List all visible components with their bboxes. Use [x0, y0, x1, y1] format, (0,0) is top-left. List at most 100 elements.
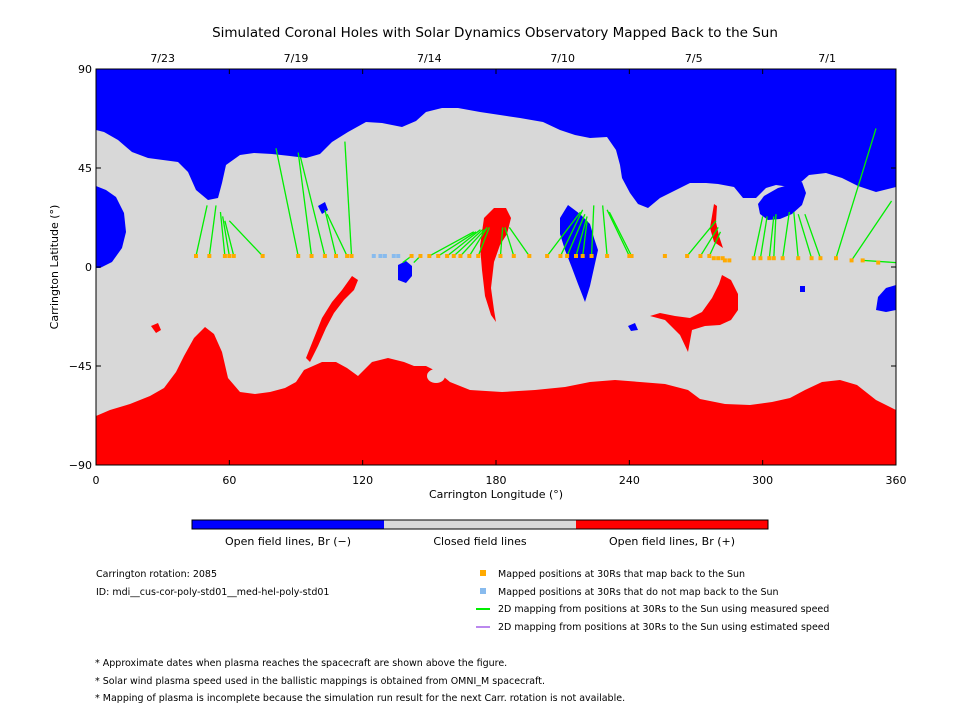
mapped-position-marker [796, 256, 801, 261]
mapped-position-marker [834, 256, 838, 261]
top-date-label: 7/19 [284, 52, 309, 65]
mapped-position-marker [629, 254, 634, 258]
mapped-position-marker [605, 254, 610, 258]
mapped-position-marker [767, 256, 772, 261]
mapped-position-marker [722, 258, 727, 263]
footnote-dates: * Approximate dates when plasma reaches … [95, 658, 508, 669]
mapping-line [582, 220, 588, 257]
legend-label-estimated: 2D mapping from positions at 30Rs to the… [498, 622, 830, 633]
top-date-label: 7/23 [150, 52, 175, 65]
mapping-line [499, 227, 504, 257]
colorbar-label-closed: Closed field lines [433, 535, 527, 548]
mapping-line [459, 229, 486, 257]
mapping-line [804, 213, 822, 259]
mapped-position-marker [527, 254, 532, 258]
mapping-line [228, 220, 264, 257]
coronal-hole-extension-left-limb [151, 323, 161, 333]
mapped-position-marker [685, 254, 690, 258]
mapped-position-marker [231, 254, 236, 258]
mapping-line [299, 156, 326, 257]
mapping-line [297, 152, 313, 257]
mapping-line [608, 211, 633, 257]
unmapped-position-marker [396, 254, 401, 258]
mapped-position-marker [627, 254, 632, 258]
x-axis-label: Carrington Longitude (°) [429, 488, 563, 501]
mapping-line [793, 211, 799, 259]
top-date-labels: 7/23 7/19 7/14 7/10 7/5 7/1 [150, 52, 836, 65]
mapping-line [606, 209, 630, 257]
x-tick-label: 60 [222, 474, 236, 487]
mapping-line [429, 231, 475, 257]
mapped-position-marker [580, 254, 585, 258]
mapping-line [590, 205, 595, 257]
mapped-position-marker [727, 258, 732, 263]
mapped-position-marker [451, 254, 456, 258]
mapped-position-marker [716, 256, 721, 261]
mapped-position-marker [849, 258, 854, 263]
mapping-line [768, 216, 775, 259]
colorbar-frame [191, 519, 769, 530]
colorbar-label-positive: Open field lines, Br (+) [609, 535, 735, 548]
mapping-line [753, 216, 764, 259]
closed-field-island-south [427, 369, 445, 383]
top-date-label: 7/1 [818, 52, 836, 65]
unmapped-position-marker [378, 254, 383, 258]
mapped-position-marker [349, 254, 354, 258]
mapping-line [686, 220, 717, 257]
mapping-line [324, 209, 337, 257]
mapping-line [835, 128, 877, 259]
mapping-line [546, 211, 581, 257]
mapped-position-marker [698, 254, 703, 258]
mapped-position-marker [207, 254, 212, 258]
y-tick-label: 90 [78, 63, 92, 76]
simulation-id-label: ID: mdi__cus-cor-poly-std01__med-hel-pol… [96, 587, 329, 598]
mapped-position-marker [876, 260, 881, 265]
mapping-line [559, 209, 584, 257]
mapping-line [699, 227, 719, 257]
mapped-position-marker [707, 254, 712, 258]
coronal-hole-extension-center [560, 205, 598, 302]
y-tick-label: −90 [69, 459, 92, 472]
x-tick-label: 180 [486, 474, 507, 487]
mapping-line [508, 227, 530, 257]
mapping-line [344, 141, 353, 257]
mapping-line [759, 216, 768, 259]
mapped-position-marker [545, 254, 550, 258]
y-tick-label: 0 [85, 261, 92, 274]
mapped-position-marker [758, 256, 763, 261]
footnote-speed-source: * Solar wind plasma speed used in the ba… [95, 675, 545, 687]
mapped-position-marker [445, 254, 450, 258]
x-tick-label: 300 [752, 474, 773, 487]
mapping-line [437, 231, 477, 257]
x-tick-label: 240 [619, 474, 640, 487]
mapped-position-marker [720, 256, 725, 261]
mapped-position-marker [860, 258, 865, 263]
mapping-line [782, 211, 790, 259]
mapping-lines [195, 128, 896, 264]
mapping-line [602, 205, 608, 257]
mapped-position-marker [418, 254, 423, 258]
mapped-position-marker [334, 254, 338, 258]
top-date-label: 7/5 [685, 52, 703, 65]
mapped-positions [194, 254, 881, 265]
small-negative-patch-a [398, 261, 412, 283]
coronal-hole-positive-left-strip [306, 276, 358, 362]
legend-label-measured: 2D mapping from positions at 30Rs to the… [498, 604, 829, 615]
mapped-position-marker [296, 254, 301, 258]
mapped-position-marker [711, 256, 716, 261]
mapping-line [504, 227, 515, 257]
mapping-line [453, 229, 484, 257]
mapped-position-marker [818, 256, 823, 261]
mapping-line [708, 231, 722, 257]
mapped-position-marker [227, 254, 232, 258]
mapping-line [477, 227, 490, 257]
legend-marker-unmapped [480, 588, 486, 594]
mapped-position-marker [222, 254, 227, 258]
mapping-line [224, 220, 235, 257]
mapped-position-marker [260, 254, 265, 258]
mapped-position-marker [322, 254, 327, 258]
legend-label-mapped: Mapped positions at 30Rs that map back t… [498, 569, 745, 580]
coronal-hole-extension-right [758, 182, 806, 220]
north-polar-coronal-hole [96, 69, 896, 208]
colorbar-label-negative: Open field lines, Br (−) [225, 535, 351, 548]
